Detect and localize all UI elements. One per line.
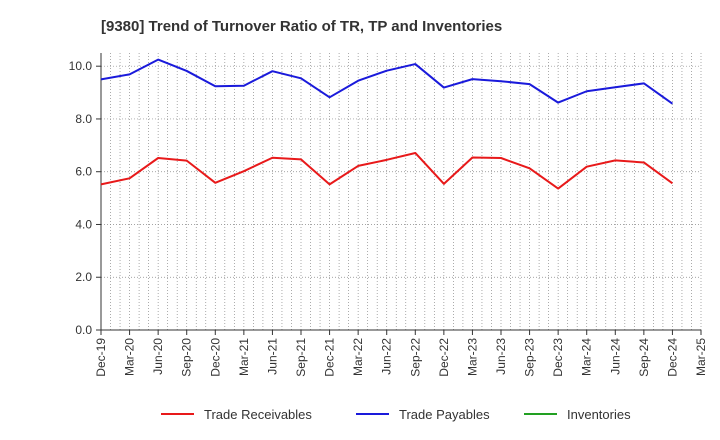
x-tick-label: Dec-19	[94, 338, 108, 377]
x-tick-label: Sep-23	[523, 338, 537, 377]
x-tick-label: Dec-23	[551, 338, 565, 377]
x-tick-label: Sep-21	[294, 338, 308, 377]
y-tick-label: 2.0	[75, 270, 92, 284]
legend: Trade Receivables Trade Payables Inventori…	[161, 407, 631, 422]
axes	[100, 53, 701, 331]
x-axis-ticks: Dec-19 Mar-20 Jun-20 Sep-20 Dec-20 Mar-21 Jun-…	[94, 330, 708, 377]
y-tick-label: 8.0	[75, 112, 92, 126]
x-tick-label: Mar-22	[351, 338, 365, 376]
x-tick-label: Jun-23	[494, 338, 508, 375]
x-tick-label: Dec-24	[665, 338, 679, 377]
x-tick-label: Mar-23	[465, 338, 479, 376]
x-tick-label: Dec-21	[323, 338, 337, 377]
y-tick-label: 6.0	[75, 165, 92, 179]
legend-label-1: Trade Payables	[399, 407, 490, 422]
x-tick-label: Jun-20	[151, 338, 165, 375]
x-tick-label: Dec-22	[437, 338, 451, 377]
x-tick-label: Dec-20	[208, 338, 222, 377]
x-tick-label: Mar-25	[694, 338, 708, 376]
chart-title: [9380] Trend of Turnover Ratio of TR, TP…	[101, 18, 502, 35]
y-tick-label: 10.0	[69, 59, 93, 73]
x-tick-label: Mar-20	[123, 338, 137, 376]
x-tick-label: Jun-22	[380, 338, 394, 375]
y-tick-label: 4.0	[75, 217, 92, 231]
legend-label-2: Inventories	[567, 407, 631, 422]
series-line-1	[100, 58, 674, 105]
series-lines	[100, 58, 674, 190]
y-axis-ticks: 0.0 2.0 4.0 6.0 8.0 10.0	[69, 59, 101, 337]
x-tick-label: Jun-24	[608, 338, 622, 375]
series-line-0	[100, 151, 674, 190]
legend-label-0: Trade Receivables	[204, 407, 312, 422]
x-tick-label: Jun-21	[265, 338, 279, 375]
x-tick-label: Sep-22	[408, 338, 422, 377]
x-tick-label: Mar-21	[237, 338, 251, 376]
x-tick-label: Sep-24	[637, 338, 651, 377]
y-tick-label: 0.0	[75, 323, 92, 337]
x-tick-label: Mar-24	[580, 338, 594, 376]
grid	[101, 53, 702, 330]
x-tick-label: Sep-20	[180, 338, 194, 377]
